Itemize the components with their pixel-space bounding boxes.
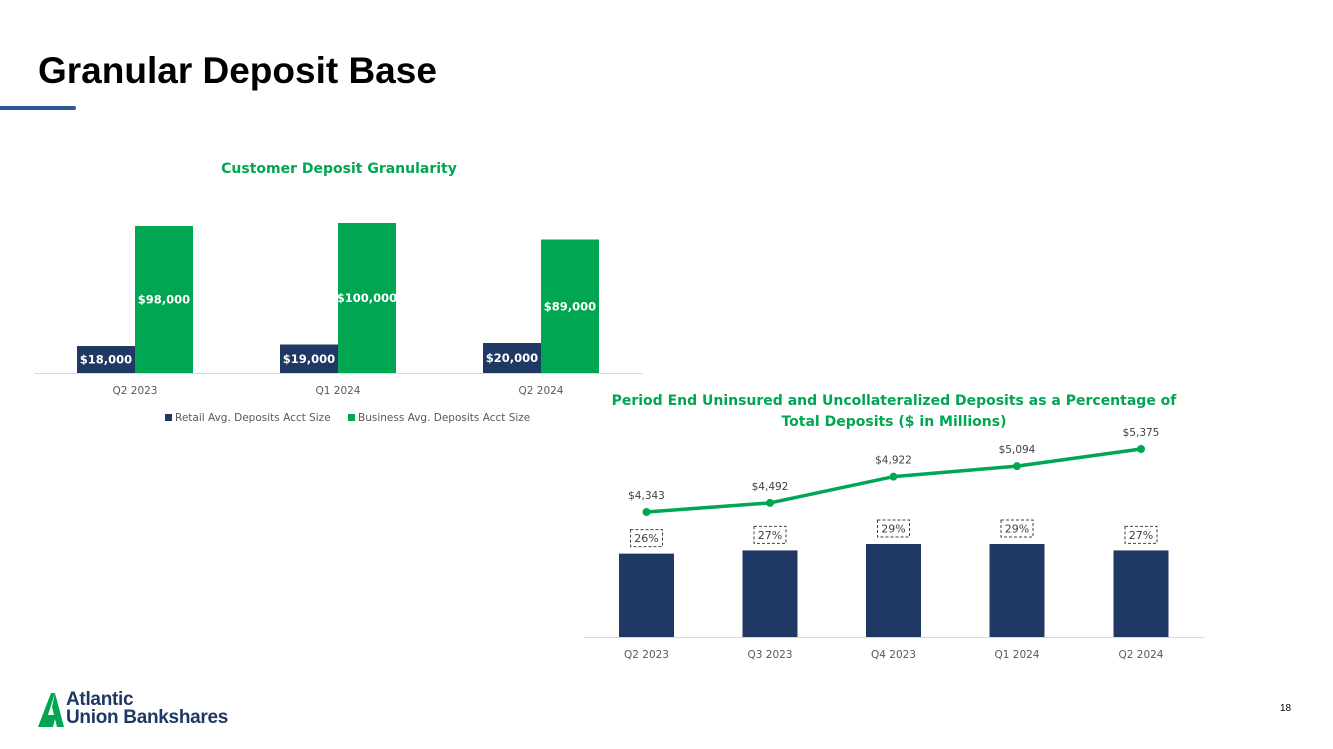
chart1-bar-retail-1	[280, 344, 338, 373]
logo-a-mark-icon	[38, 693, 64, 727]
chart2-x-tick-label: Q2 2024	[1118, 649, 1163, 661]
chart2-title-line2: Total Deposits ($ in Millions)	[781, 414, 1006, 430]
chart2-pct-label-box-0	[630, 529, 663, 548]
legend-label-retail: Retail Avg. Deposits Acct Size	[175, 412, 331, 424]
chart2-line-label-3: $5,094	[999, 444, 1036, 456]
chart2-bar-0	[619, 553, 674, 637]
chart1-data-label-business-0: $98,000	[138, 293, 190, 307]
chart2-pct-label-box-2	[877, 519, 910, 538]
legend-swatch-retail	[165, 414, 172, 421]
chart2-line-label-0: $4,343	[628, 490, 665, 502]
chart1-bar-business-0	[135, 226, 193, 373]
chart2-x-tick-label: Q4 2023	[871, 649, 916, 661]
chart2-bar-4	[1113, 550, 1169, 637]
title-underline	[0, 106, 76, 110]
chart2-bar-1	[742, 550, 798, 637]
chart1-data-label-business-2: $89,000	[544, 299, 596, 313]
chart2-bar-3	[989, 544, 1045, 637]
logo-text-line2: Union Bankshares	[66, 707, 229, 728]
chart1-bar-retail-0	[77, 346, 135, 373]
legend-label-business: Business Avg. Deposits Acct Size	[358, 412, 530, 424]
chart1-bar-business-1	[338, 223, 396, 373]
chart2-title-line1: Period End Uninsured and Uncollateralize…	[612, 393, 1178, 409]
chart2-pct-label-4: 27%	[1129, 529, 1153, 542]
chart1-data-label-retail-2: $20,000	[486, 351, 538, 365]
logo-text-line1: Atlantic	[66, 689, 134, 710]
legend-swatch-business	[348, 414, 355, 421]
chart2-line-label-1: $4,492	[752, 481, 789, 493]
chart2-pct-label-box-3	[1000, 519, 1034, 538]
chart2-pct-label-box-1	[753, 525, 787, 544]
chart2-bar-2	[866, 544, 921, 637]
chart2-line-label-4: $5,375	[1123, 427, 1160, 439]
chart2-pct-label-1: 27%	[758, 529, 782, 542]
chart2-line-point-3	[1013, 462, 1021, 471]
chart2-line-point-0	[642, 508, 651, 516]
chart2-x-tick-label: Q1 2024	[994, 649, 1039, 661]
chart1-title: Customer Deposit Granularity	[221, 161, 457, 177]
chart2-pct-label-3: 29%	[1005, 523, 1029, 536]
chart2-pct-label-box-4	[1124, 525, 1158, 544]
chart1-bar-business-2	[541, 239, 599, 373]
chart2-line-point-4	[1137, 445, 1145, 453]
chart1-bar-retail-2	[483, 343, 541, 373]
chart1-data-label-business-1: $100,000	[337, 291, 397, 305]
chart2-x-tick-label: Q3 2023	[747, 649, 792, 661]
chart1-x-tick-label: Q2 2023	[112, 385, 157, 397]
chart1-data-label-retail-0: $18,000	[80, 353, 132, 367]
chart2-line-label-2: $4,922	[875, 455, 912, 467]
page-number: 18	[1280, 703, 1292, 714]
chart2-line-point-1	[766, 498, 774, 507]
chart2-pct-label-0: 26%	[634, 532, 658, 545]
chart1-data-label-retail-1: $19,000	[283, 352, 335, 366]
chart1-x-tick-label: Q2 2024	[518, 385, 563, 397]
chart1-legend: Retail Avg. Deposits Acct Size Business …	[165, 412, 530, 424]
chart2-x-tick-label: Q2 2023	[624, 649, 669, 661]
chart2-pct-label-2: 29%	[881, 523, 905, 536]
atlantic-union-logo: Atlantic Union Bankshares	[38, 689, 278, 731]
page-title: Granular Deposit Base	[38, 50, 437, 91]
chart1-x-tick-label: Q1 2024	[315, 385, 360, 397]
chart2-line-point-2	[889, 472, 898, 481]
